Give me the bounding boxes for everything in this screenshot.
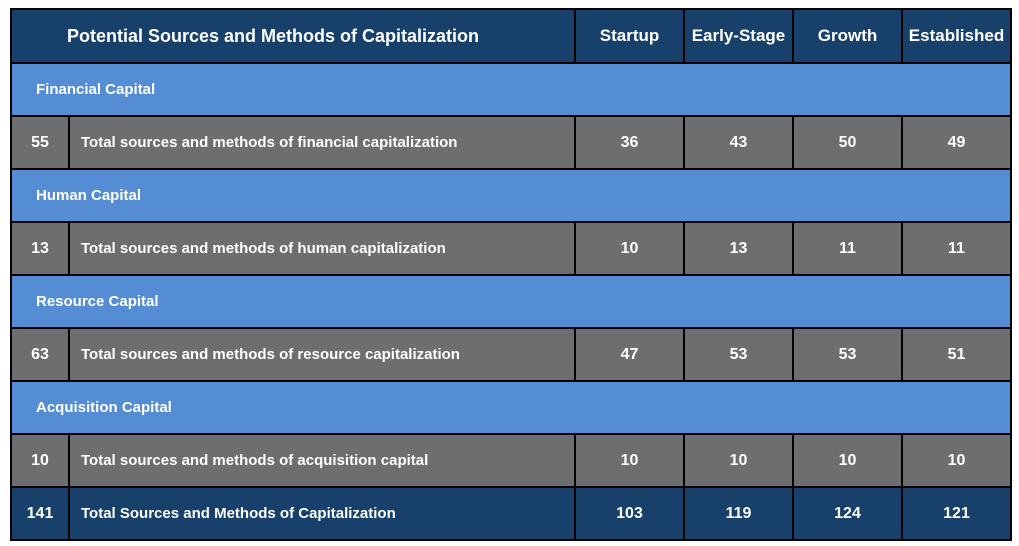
section-label: Acquisition Capital xyxy=(10,380,1012,435)
total-count: 141 xyxy=(10,486,70,541)
section-label: Financial Capital xyxy=(10,62,1012,117)
section-row-acquisition: Acquisition Capital xyxy=(10,380,1012,435)
total-established: 121 xyxy=(901,486,1012,541)
header-row: Potential Sources and Methods of Capital… xyxy=(10,8,1012,64)
column-header-established: Established xyxy=(901,8,1012,64)
table-row-human: 13 Total sources and methods of human ca… xyxy=(10,221,1012,276)
value-growth: 50 xyxy=(792,115,903,170)
row-description: Total sources and methods of human capit… xyxy=(68,221,576,276)
section-row-resource: Resource Capital xyxy=(10,274,1012,329)
value-early-stage: 53 xyxy=(683,327,794,382)
row-description: Total sources and methods of resource ca… xyxy=(68,327,576,382)
value-established: 10 xyxy=(901,433,1012,488)
section-label: Human Capital xyxy=(10,168,1012,223)
table-row-financial: 55 Total sources and methods of financia… xyxy=(10,115,1012,170)
section-row-financial: Financial Capital xyxy=(10,62,1012,117)
value-growth: 11 xyxy=(792,221,903,276)
total-startup: 103 xyxy=(574,486,685,541)
row-count: 63 xyxy=(10,327,70,382)
capitalization-table: Potential Sources and Methods of Capital… xyxy=(10,8,1012,541)
row-description: Total sources and methods of acquisition… xyxy=(68,433,576,488)
value-early-stage: 13 xyxy=(683,221,794,276)
row-count: 13 xyxy=(10,221,70,276)
section-label: Resource Capital xyxy=(10,274,1012,329)
column-header-early-stage: Early-Stage xyxy=(683,8,794,64)
capitalization-table-container: Potential Sources and Methods of Capital… xyxy=(10,8,1012,541)
value-established: 49 xyxy=(901,115,1012,170)
row-count: 55 xyxy=(10,115,70,170)
value-growth: 53 xyxy=(792,327,903,382)
total-early-stage: 119 xyxy=(683,486,794,541)
column-header-startup: Startup xyxy=(574,8,685,64)
column-header-growth: Growth xyxy=(792,8,903,64)
total-description: Total Sources and Methods of Capitalizat… xyxy=(68,486,576,541)
total-growth: 124 xyxy=(792,486,903,541)
value-startup: 36 xyxy=(574,115,685,170)
row-description: Total sources and methods of financial c… xyxy=(68,115,576,170)
table-row-acquisition: 10 Total sources and methods of acquisit… xyxy=(10,433,1012,488)
value-early-stage: 43 xyxy=(683,115,794,170)
value-startup: 10 xyxy=(574,221,685,276)
value-startup: 10 xyxy=(574,433,685,488)
value-early-stage: 10 xyxy=(683,433,794,488)
value-growth: 10 xyxy=(792,433,903,488)
section-row-human: Human Capital xyxy=(10,168,1012,223)
value-established: 51 xyxy=(901,327,1012,382)
table-row-resource: 63 Total sources and methods of resource… xyxy=(10,327,1012,382)
value-startup: 47 xyxy=(574,327,685,382)
value-established: 11 xyxy=(901,221,1012,276)
row-count: 10 xyxy=(10,433,70,488)
total-row: 141 Total Sources and Methods of Capital… xyxy=(10,486,1012,541)
table-title: Potential Sources and Methods of Capital… xyxy=(10,8,576,64)
